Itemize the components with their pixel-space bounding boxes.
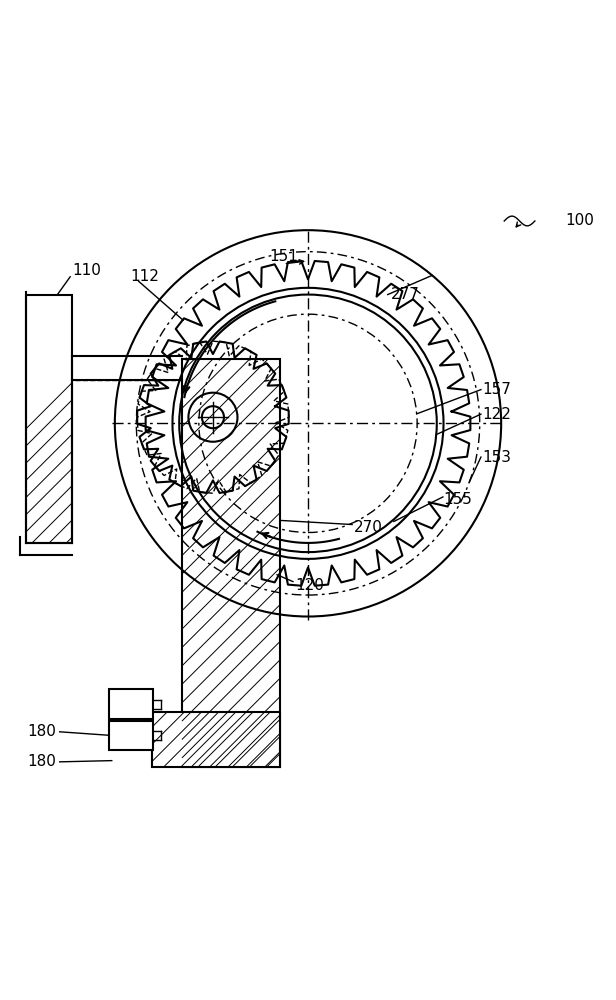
Text: 120: 120	[296, 578, 325, 593]
Text: 277: 277	[391, 287, 419, 302]
Text: 155: 155	[443, 492, 472, 508]
Text: 112: 112	[130, 269, 159, 284]
Text: 151: 151	[269, 249, 298, 264]
Bar	[152, 712, 280, 767]
Text: 157: 157	[483, 382, 512, 397]
Text: 270: 270	[354, 520, 383, 535]
Text: 122: 122	[483, 407, 512, 422]
Text: 180: 180	[28, 754, 57, 769]
Bar	[26, 295, 72, 543]
Bar	[108, 721, 153, 750]
Text: 180: 180	[28, 724, 57, 739]
Bar	[182, 359, 280, 767]
Text: 153: 153	[483, 450, 512, 465]
Text: 100: 100	[565, 213, 594, 228]
Text: 110: 110	[72, 263, 101, 278]
Bar	[108, 689, 153, 719]
